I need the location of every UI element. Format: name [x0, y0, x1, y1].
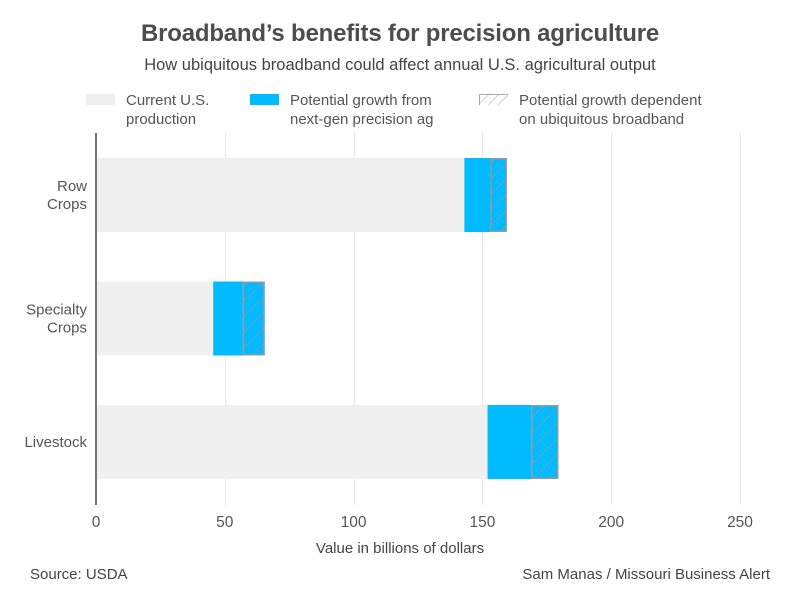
- category-label: Specialty: [26, 302, 87, 319]
- credit-note: Sam Manas / Missouri Business Alert: [522, 566, 770, 583]
- legend-label-line: on ubiquitous broadband: [519, 111, 685, 128]
- bar-segment-hatch: [531, 405, 559, 479]
- legend-label-line: Current U.S.: [126, 92, 210, 109]
- bar-segment-fill: [464, 158, 491, 232]
- bar-segment-fill: [96, 158, 465, 232]
- legend-label-line: next-gen precision ag: [290, 111, 434, 128]
- x-axis-ticks: 0 50 100 150 200 250: [92, 514, 754, 531]
- legend-label: Potential growth dependent on ubiquitous…: [519, 91, 702, 129]
- category-label: Row: [57, 178, 87, 195]
- bars: [96, 158, 559, 479]
- category-label: Livestock: [24, 434, 87, 451]
- bar-segment-outline: [490, 158, 507, 232]
- bar-segment-hatch: [242, 281, 265, 356]
- x-tick-label: 50: [216, 514, 234, 531]
- bar-segment: [242, 281, 265, 356]
- bar-segment: [96, 158, 465, 232]
- bar-segment: [490, 158, 507, 232]
- legend-label-line: production: [126, 111, 197, 128]
- category-label: Crops: [47, 196, 87, 213]
- x-tick-label: 200: [598, 514, 624, 531]
- bar-segment-fill: [96, 405, 488, 479]
- bar-segment: [464, 158, 491, 232]
- x-tick-label: 250: [727, 514, 753, 531]
- x-axis-label: Value in billions of dollars: [316, 540, 484, 557]
- bar-segment: [531, 405, 559, 479]
- bar-segment: [96, 281, 214, 356]
- bar-segment: [487, 405, 532, 479]
- legend-label: Current U.S. production: [126, 91, 209, 129]
- bar-segment-fill: [96, 281, 214, 356]
- bar-segment: [96, 405, 488, 479]
- legend-label-line: Potential growth from: [290, 92, 432, 109]
- chart-subtitle: How ubiquitous broadband could affect an…: [144, 56, 656, 74]
- bar-segment-fill: [213, 281, 243, 356]
- legend-swatch-blue: [250, 94, 279, 105]
- legend-label: Potential growth from next-gen precision…: [290, 91, 433, 129]
- x-tick-label: 100: [341, 514, 367, 531]
- legend-swatch-gray: [86, 94, 115, 105]
- x-tick-label: 150: [469, 514, 495, 531]
- bar-segment-outline: [242, 281, 265, 356]
- chart-title: Broadband’s benefits for precision agric…: [140, 20, 659, 47]
- x-tick-label: 0: [92, 514, 101, 531]
- source-note: Source: USDA: [30, 566, 128, 583]
- bar-segment-fill: [487, 405, 532, 479]
- bar-segment-hatch: [490, 158, 507, 232]
- bar-segment-outline: [531, 405, 559, 479]
- category-label: Crops: [47, 320, 87, 337]
- legend-label-line: Potential growth dependent: [519, 92, 702, 109]
- bar-segment: [213, 281, 243, 356]
- legend-swatch-hatched: [479, 94, 508, 105]
